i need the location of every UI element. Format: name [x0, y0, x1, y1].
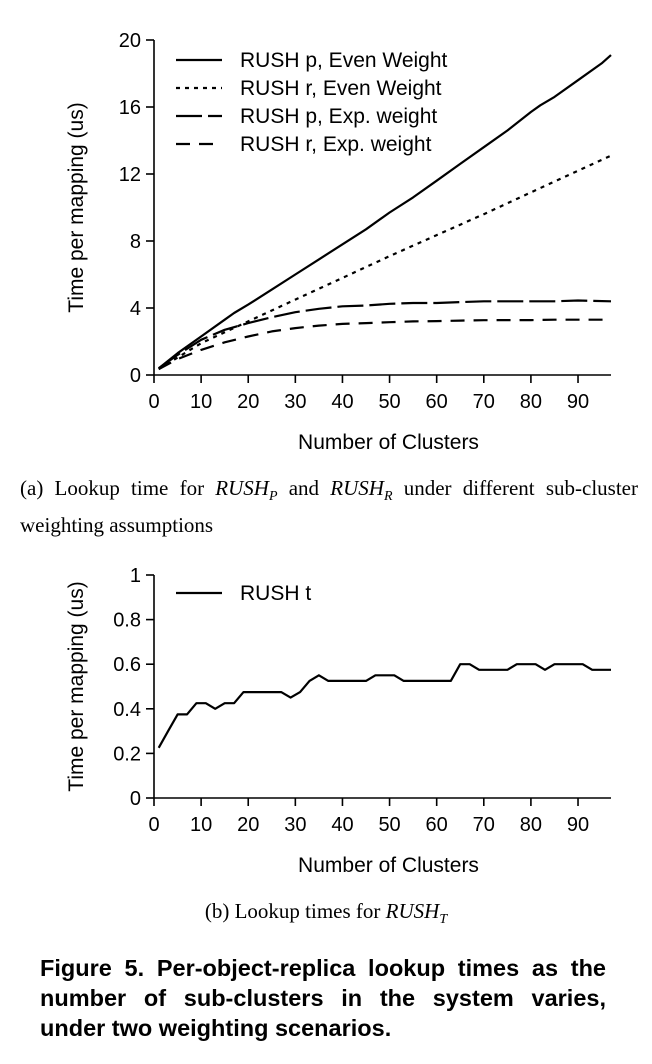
caption-b-rush-t: RUSHT: [385, 899, 448, 928]
y-tick-label: 0.4: [113, 699, 141, 721]
legend-label: RUSH r, Exp. weight: [240, 133, 432, 156]
x-tick-label: 90: [567, 391, 589, 413]
caption-a-suffix: under different sub-cluster weighting as…: [20, 476, 638, 538]
y-tick-label: 20: [119, 30, 141, 52]
x-tick-label: 40: [331, 391, 353, 413]
y-tick-label: 16: [119, 97, 141, 119]
y-axis-label: Time per mapping (us): [65, 581, 88, 791]
x-tick-label: 30: [284, 814, 306, 836]
caption-a-rush-p: RUSHP: [215, 476, 278, 505]
y-tick-label: 4: [130, 298, 141, 320]
x-tick-label: 40: [331, 814, 353, 836]
y-tick-label: 12: [119, 164, 141, 186]
y-tick-label: 0: [130, 365, 141, 387]
y-tick-label: 0.6: [113, 654, 141, 676]
x-tick-label: 10: [190, 391, 212, 413]
x-tick-label: 50: [378, 391, 400, 413]
x-tick-label: 50: [378, 814, 400, 836]
y-tick-label: 0: [130, 788, 141, 810]
series-line-0-2: [158, 299, 612, 370]
chart-a-lookup-time: 0 4 8 12 16 20 0 10 20 30 40 50 60 70 80 90 Number of Cl…: [65, 30, 612, 454]
figure-caption: Figure 5. Per-object-replica lookup time…: [40, 955, 606, 1041]
x-tick-label: 30: [284, 391, 306, 413]
series-line-1-0: [157, 663, 611, 749]
x-axis-label: Number of Clusters: [298, 431, 479, 454]
y-tick-label: 0.2: [113, 743, 141, 765]
caption-a-mid: and: [277, 476, 331, 500]
x-tick-label: 20: [237, 814, 259, 836]
chart-b-lookup-time: 00.20.40.60.810 10 20 30 40 50 60 70 80 90Number …: [65, 565, 611, 877]
x-tick-label: 60: [426, 391, 448, 413]
y-tick-label: 0.8: [113, 610, 141, 632]
x-tick-label: 80: [520, 391, 542, 413]
x-tick-label: 70: [473, 391, 495, 413]
caption-b-prefix: (b) Lookup times for: [204, 899, 386, 923]
caption-a-rush-r: RUSHR: [330, 476, 393, 505]
caption-a-prefix: (a) Lookup time for: [20, 476, 216, 500]
legend-label: RUSH p, Even Weight: [240, 49, 448, 72]
x-tick-label: 0: [148, 391, 159, 413]
series-line-0-3: [158, 318, 611, 371]
legend-label: RUSH t: [240, 582, 311, 605]
caption-b: (b) Lookup times for RUSHT: [0, 897, 652, 934]
series-line-0-0: [158, 54, 612, 370]
x-tick-label: 60: [426, 814, 448, 836]
x-tick-label: 0: [148, 814, 159, 836]
x-tick-label: 90: [567, 814, 589, 836]
y-tick-label: 8: [130, 231, 141, 253]
y-axis-label: Time per mapping (us): [65, 102, 88, 312]
legend-label: RUSH p, Exp. weight: [240, 105, 437, 128]
x-axis-label: Number of Clusters: [298, 854, 479, 877]
legend-label: RUSH r, Even Weight: [240, 77, 442, 100]
x-tick-label: 10: [190, 814, 212, 836]
x-tick-label: 20: [237, 391, 259, 413]
caption-a: (a) Lookup time for RUSHP and RUSHR unde…: [20, 474, 638, 539]
series-line-0-1: [158, 154, 612, 371]
x-tick-label: 70: [473, 814, 495, 836]
y-tick-label: 1: [130, 565, 141, 587]
x-tick-label: 80: [520, 814, 542, 836]
